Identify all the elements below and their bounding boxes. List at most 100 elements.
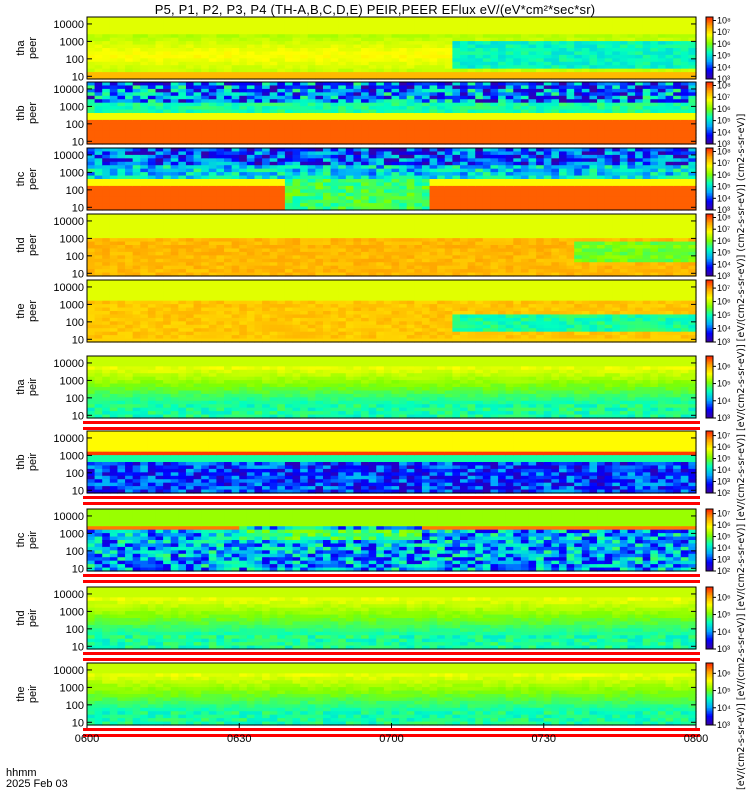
spectrogram-cell — [284, 123, 294, 128]
spectrogram-cell — [650, 72, 659, 77]
spectrogram-cell — [376, 48, 385, 53]
spectrogram-cell — [109, 189, 119, 194]
spectrogram-cell — [383, 133, 393, 138]
spectrogram-cell — [208, 92, 218, 97]
spectrogram-cell — [505, 88, 514, 93]
spectrogram-cell — [239, 168, 248, 173]
colorbar-segment — [706, 86, 713, 89]
spectrogram-cell — [155, 238, 164, 243]
spectrogram-cell — [216, 262, 225, 267]
spectrogram-cell — [383, 199, 393, 204]
spectrogram-cell — [475, 158, 484, 163]
spectrogram-cell — [627, 113, 636, 118]
spectrogram-cell — [498, 154, 507, 159]
spectrogram-cell — [94, 179, 103, 184]
spectrogram-cell — [87, 251, 96, 256]
spectrogram-cell — [490, 92, 499, 97]
spectrogram-cell — [117, 248, 126, 253]
spectrogram-cell — [117, 68, 126, 73]
spectrogram-cell — [551, 151, 560, 156]
spectrogram-cell — [170, 44, 179, 49]
spectrogram-cell — [376, 189, 385, 194]
spectrogram-cell — [460, 154, 469, 159]
spectrogram-cell — [170, 92, 179, 97]
spectrogram-cell — [315, 88, 324, 93]
spectrogram-cell — [627, 172, 636, 177]
spectrogram-cell — [330, 206, 339, 211]
spectrogram-cell — [239, 165, 248, 170]
spectrogram-cell — [155, 123, 164, 128]
spectrogram-cell — [361, 85, 370, 90]
spectrogram-cell — [460, 185, 469, 190]
spectrogram-cell — [201, 231, 210, 236]
spectrogram-cell — [125, 255, 134, 260]
spectrogram-cell — [536, 196, 545, 201]
spectrogram-cell — [528, 68, 537, 73]
colorbar-segment — [706, 34, 713, 37]
spectrogram-cell — [239, 126, 248, 131]
spectrogram-cell — [399, 75, 408, 80]
spectrogram-cell — [688, 161, 697, 166]
spectrogram-cell — [315, 95, 324, 100]
spectrogram-cell — [125, 196, 134, 201]
spectrogram-cell — [437, 126, 446, 131]
spectrogram-cell — [307, 68, 316, 73]
spectrogram-cell — [460, 65, 469, 70]
spectrogram-cell — [292, 175, 301, 180]
spectrogram-cell — [498, 172, 507, 177]
spectrogram-cell — [657, 158, 667, 163]
spectrogram-cell — [284, 88, 294, 93]
spectrogram-cell — [254, 102, 263, 107]
spectrogram-cell — [292, 151, 301, 156]
spectrogram-cell — [193, 116, 202, 121]
spectrogram-cell — [513, 92, 522, 97]
spectrogram-cell — [125, 130, 134, 135]
spectrogram-cell — [444, 37, 453, 42]
spectrogram-cell — [170, 231, 179, 236]
spectrogram-cell — [558, 140, 568, 145]
spectrogram-cell — [619, 102, 629, 107]
spectrogram-cell — [635, 168, 644, 173]
spectrogram-cell — [163, 179, 172, 184]
spectrogram-cell — [452, 54, 461, 59]
spectrogram-cell — [650, 30, 659, 35]
spectrogram-cell — [322, 30, 332, 35]
spectrogram-cell — [635, 75, 644, 80]
spectrogram-cell — [475, 133, 484, 138]
colorbar — [706, 82, 713, 145]
spectrogram-cell — [650, 185, 659, 190]
spectrogram-cell — [185, 220, 195, 225]
spectrogram-cell — [109, 199, 119, 204]
spectrogram-cell — [322, 99, 332, 104]
spectrogram-cell — [315, 109, 324, 114]
spectrogram-cell — [246, 248, 256, 253]
spectrogram-cell — [399, 30, 408, 35]
spectrogram-cell — [467, 175, 476, 180]
spectrogram-cell — [498, 54, 507, 59]
spectrogram-cell — [330, 182, 339, 187]
spectrogram-cell — [102, 251, 111, 256]
spectrogram-cell — [368, 41, 377, 46]
spectrogram-cell — [635, 199, 644, 204]
spectrogram-cell — [178, 48, 187, 53]
spectrogram-cell — [185, 234, 195, 239]
spectrogram-cell — [452, 41, 461, 46]
spectrogram-cell — [650, 126, 659, 131]
spectrogram-cell — [254, 262, 263, 267]
spectrogram-cell — [490, 23, 499, 28]
spectrogram-cell — [619, 30, 629, 35]
spectrogram-cell — [543, 199, 552, 204]
spectrogram-cell — [170, 161, 179, 166]
spectrogram-cell — [536, 23, 545, 28]
spectrogram-cell — [315, 148, 324, 153]
spectrogram-cell — [650, 102, 659, 107]
spectrogram-cell — [543, 123, 552, 128]
spectrogram-cell — [650, 88, 659, 93]
spectrogram-cell — [498, 126, 507, 131]
spectrogram-cell — [589, 37, 598, 42]
spectrogram-cell — [224, 265, 233, 270]
spectrogram-cell — [383, 185, 393, 190]
spectrogram-cell — [87, 113, 96, 118]
spectrogram-cell — [322, 88, 332, 93]
spectrogram-cell — [399, 206, 408, 211]
